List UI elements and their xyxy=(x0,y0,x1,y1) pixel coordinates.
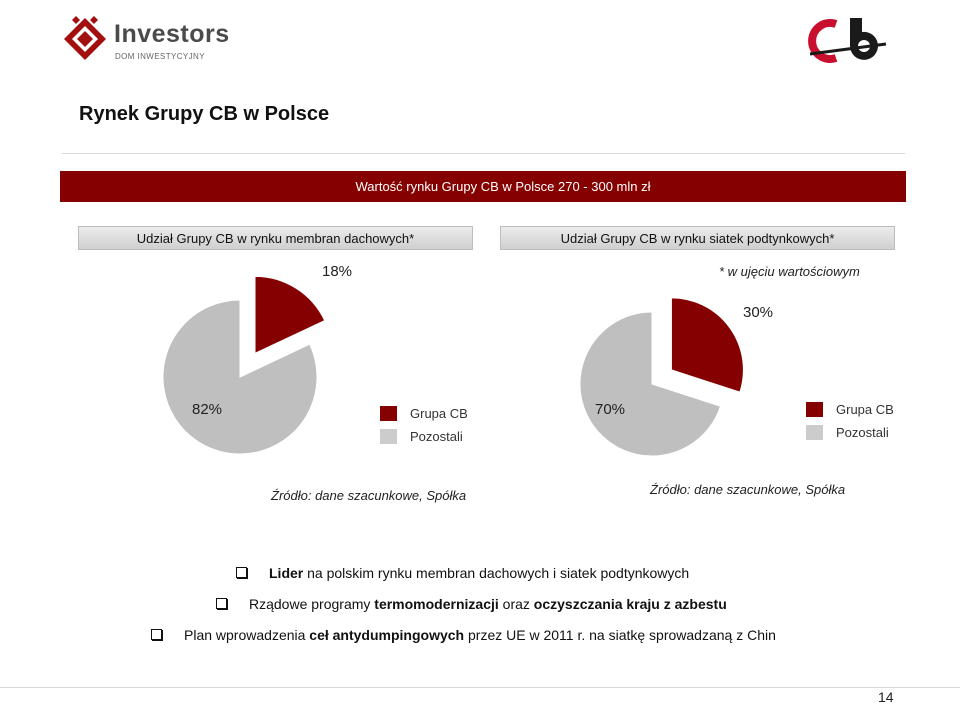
page-title: Rynek Grupy CB w Polsce xyxy=(79,103,330,125)
bullet-text-segment: oczyszczania kraju z azbestu xyxy=(533,596,727,612)
bullet-text-segment: ceł antydumpingowych xyxy=(309,627,465,643)
chart-1-pie xyxy=(162,275,326,455)
bullet-point: Plan wprowadzenia ceł antydumpingowych p… xyxy=(151,627,776,643)
legend-label: Pozostali xyxy=(836,425,889,440)
legend-item: Pozostali xyxy=(806,421,894,444)
page-number: 14 xyxy=(878,689,894,705)
legend-label: Pozostali xyxy=(410,429,463,444)
legend-swatch-grupa-cb xyxy=(380,406,397,421)
legend-item: Pozostali xyxy=(380,425,468,448)
bullet-text-segment: przez UE w 2011 r. na siatkę sprowadzaną… xyxy=(464,627,776,643)
cb-logo-icon xyxy=(808,18,887,63)
investors-logo-text: Investors xyxy=(114,20,230,48)
legend-swatch-pozostali xyxy=(806,425,823,440)
bullet-text-segment: Rządowe programy xyxy=(249,596,375,612)
legend-swatch-grupa-cb xyxy=(806,402,823,417)
chart-1-label-pozostali: 82% xyxy=(192,401,223,418)
legend-label: Grupa CB xyxy=(836,402,894,417)
bullet-text: Rządowe programy termomodernizacji oraz … xyxy=(249,596,727,612)
checkbox-bullet-icon xyxy=(216,597,227,609)
valuation-footnote: * w ujęciu wartościowym xyxy=(719,264,860,279)
chart-2-legend: Grupa CB Pozostali xyxy=(806,398,894,444)
chart-2-label-grupa-cb: 30% xyxy=(743,304,774,321)
chart-2-pie xyxy=(579,297,744,457)
bullet-point: Rządowe programy termomodernizacji oraz … xyxy=(216,596,727,612)
pie-slice-pozostali xyxy=(579,311,722,457)
bullet-text-segment: Plan wprowadzenia xyxy=(184,627,310,643)
chart-2-label-pozostali: 70% xyxy=(595,401,626,418)
bullet-text-segment: termomodernizacji xyxy=(374,596,499,612)
chart-1-title: Udział Grupy CB w rynku membran dachowyc… xyxy=(78,226,473,250)
chart-2-title: Udział Grupy CB w rynku siatek podtynkow… xyxy=(500,226,895,250)
legend-label: Grupa CB xyxy=(410,406,468,421)
cb-logo xyxy=(806,14,896,66)
pie-slice-pozostali xyxy=(162,299,318,455)
legend-item: Grupa CB xyxy=(806,398,894,421)
market-value-banner: Wartość rynku Grupy CB w Polsce 270 - 30… xyxy=(60,171,906,202)
chart-1-source: Źródło: dane szacunkowe, Spółka xyxy=(271,488,467,503)
chart-2-source: Źródło: dane szacunkowe, Spółka xyxy=(650,482,846,497)
legend-item: Grupa CB xyxy=(380,402,468,425)
chart-1-label-grupa-cb: 18% xyxy=(322,263,353,280)
bullet-text: Plan wprowadzenia ceł antydumpingowych p… xyxy=(184,627,776,643)
bullet-text-segment: na polskim rynku membran dachowych i sia… xyxy=(303,565,690,581)
checkbox-bullet-icon xyxy=(236,566,247,578)
checkbox-bullet-icon xyxy=(151,628,162,640)
investors-logo-subtitle: DOM INWESTYCYJNY xyxy=(115,52,205,61)
title-divider xyxy=(62,153,905,154)
bullet-point: Lider na polskim rynku membran dachowych… xyxy=(236,565,689,581)
pie-slice-grupa-cb xyxy=(254,275,326,355)
investors-logo: Investors DOM INWESTYCYJNY xyxy=(62,14,232,64)
footer-divider xyxy=(0,687,960,688)
bullet-text: Lider na polskim rynku membran dachowych… xyxy=(269,565,689,581)
legend-swatch-pozostali xyxy=(380,429,397,444)
bullet-text-segment: Lider xyxy=(269,565,304,581)
investors-emblem-icon xyxy=(64,16,106,60)
bullet-text-segment: oraz xyxy=(498,596,534,612)
pie-slice-grupa-cb xyxy=(670,297,744,393)
chart-1-legend: Grupa CB Pozostali xyxy=(380,402,468,448)
